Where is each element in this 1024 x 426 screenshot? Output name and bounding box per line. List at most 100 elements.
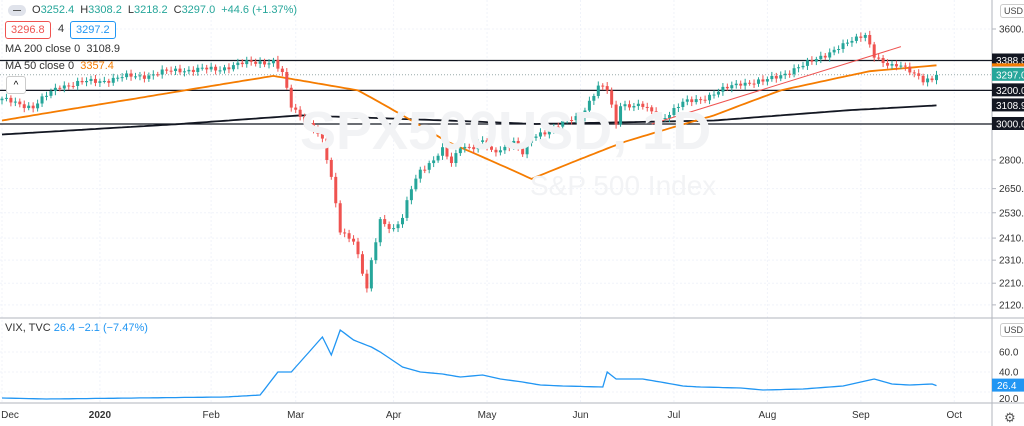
price-tick-label: 2310.0 (999, 256, 1024, 267)
candle-body (320, 133, 324, 139)
candle-body (908, 66, 912, 73)
candle-body (356, 241, 360, 255)
candle-body (641, 103, 645, 107)
candle-body (921, 75, 925, 83)
candle-body (752, 83, 756, 85)
candle-body (935, 74, 938, 81)
ma50-value: 3357.4 (80, 60, 114, 72)
settings-gear-icon[interactable]: ⚙ (1004, 410, 1016, 425)
candle-body (9, 97, 13, 103)
candle-body (205, 67, 209, 70)
candle-body (40, 96, 44, 104)
candle-body (396, 224, 400, 229)
candle-body (53, 87, 57, 92)
candle-body (267, 63, 271, 65)
candle-body (196, 67, 200, 73)
price-tag (992, 98, 1024, 112)
candle-body (788, 73, 792, 75)
spread-value: 4 (58, 23, 65, 35)
candle-body (645, 106, 649, 108)
candles (0, 30, 938, 293)
candle-body (757, 79, 760, 84)
candle-body (512, 140, 516, 148)
candle-body (543, 132, 547, 135)
candle-body (67, 85, 71, 87)
candle-body (823, 55, 827, 58)
candle-body (76, 80, 80, 86)
price-currency-button[interactable]: USD (1000, 4, 1024, 18)
candle-body (703, 99, 707, 101)
candle-body (534, 136, 538, 138)
candle-body (214, 66, 218, 71)
candle-body (200, 67, 204, 69)
candle-body (80, 80, 84, 83)
candle-body (165, 69, 169, 71)
candle-body (120, 77, 124, 79)
candle-body (263, 61, 267, 65)
candle-body (89, 78, 93, 81)
ma50-line (1, 64, 937, 180)
candle-body (917, 73, 921, 76)
candle-body (525, 142, 529, 155)
candle-body (859, 36, 863, 38)
candle-body (116, 77, 120, 79)
vix-tick-label: 60.0 (999, 348, 1019, 359)
candle-body (369, 260, 373, 289)
candle-body (231, 65, 235, 70)
candle-body (325, 138, 329, 160)
price-tick-label: 2650.0 (999, 184, 1024, 195)
ma200-value: 3108.9 (86, 43, 120, 55)
high-label: H (80, 4, 89, 16)
candle-body (494, 149, 498, 153)
candle-body (347, 233, 351, 239)
candle-body (312, 123, 315, 130)
price-tick-label: 2120.0 (999, 300, 1024, 311)
candle-body (725, 86, 729, 89)
ma50-label: MA 50 close 0 (5, 60, 75, 72)
candle-body (392, 228, 396, 230)
candle-body (316, 129, 320, 134)
vix-legend[interactable]: VIX, TVC 26.4 −2.1 (−7.47%) (5, 322, 148, 334)
candle-body (445, 147, 449, 157)
candle-body (503, 146, 507, 151)
ma50-legend[interactable]: MA 50 close 0 3357.4 (5, 60, 114, 72)
candle-body (280, 68, 284, 73)
candle-body (111, 77, 115, 83)
candle-body (138, 75, 142, 77)
collapse-legend-button[interactable]: ^ (6, 76, 26, 94)
candle-body (454, 153, 458, 164)
ma50-price-tag (992, 63, 1024, 67)
candle-body (338, 203, 342, 233)
candle-body (405, 200, 409, 218)
candle-body (650, 107, 654, 112)
candle-body (343, 232, 347, 234)
candle-body (659, 117, 663, 119)
candle-body (881, 57, 885, 63)
price-tick-label: 2530.0 (999, 208, 1024, 219)
candle-body (147, 75, 151, 79)
hide-legend-icon[interactable] (8, 4, 26, 16)
ohlc-legend: O 3252.4 H 3308.2 L 3218.2 C 3297.0 +44.6 (+… (8, 4, 297, 16)
candle-body (303, 116, 307, 123)
candle-body (436, 155, 440, 161)
candle-body (85, 80, 89, 83)
candle-body (441, 147, 445, 156)
candle-body (142, 75, 146, 79)
buy-price-button[interactable]: 3297.2 (70, 21, 116, 39)
candle-body (894, 64, 898, 67)
candle-body (846, 42, 849, 44)
candle-body (579, 116, 582, 118)
candle-body (863, 34, 867, 38)
vix-currency-button[interactable]: USD (1000, 323, 1024, 337)
sell-price-button[interactable]: 3296.8 (5, 21, 51, 39)
ma200-legend[interactable]: MA 200 close 0 3108.9 (5, 43, 120, 55)
candle-body (623, 104, 627, 107)
candle-body (476, 141, 480, 150)
candle-body (872, 44, 876, 58)
candle-body (619, 106, 623, 125)
candle-body (218, 70, 222, 72)
price-tag-label: 3200.0 (996, 86, 1024, 97)
candle-body (596, 85, 600, 96)
candle-body (102, 80, 106, 82)
